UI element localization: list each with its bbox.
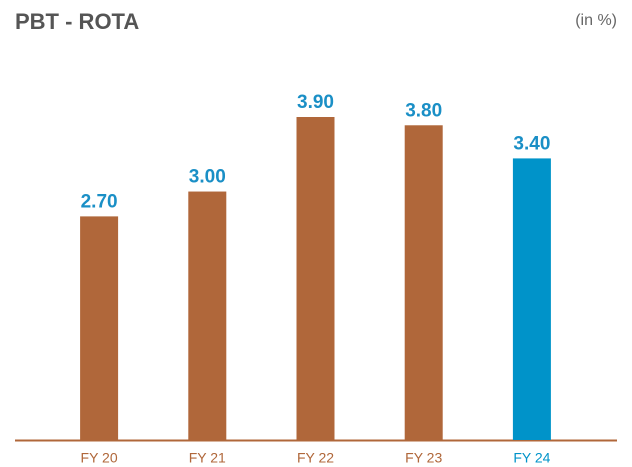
bar (80, 216, 119, 440)
value-label: 2.70 (81, 191, 118, 212)
chart-title: PBT - ROTA (15, 9, 139, 34)
bar (296, 117, 335, 440)
bar (512, 158, 551, 440)
unit-label: (in %) (575, 12, 617, 29)
x-tick-label: FY 23 (405, 450, 442, 466)
x-tick-label: FY 21 (189, 450, 226, 466)
bar (188, 191, 227, 440)
value-label: 3.80 (405, 100, 442, 121)
value-label: 3.90 (297, 92, 334, 113)
x-tick-label: FY 24 (513, 450, 550, 466)
x-tick-label: FY 22 (297, 450, 334, 466)
bar (404, 125, 443, 441)
value-label: 3.00 (189, 167, 226, 188)
value-label: 3.40 (513, 133, 550, 154)
x-tick-label: FY 20 (81, 450, 118, 466)
